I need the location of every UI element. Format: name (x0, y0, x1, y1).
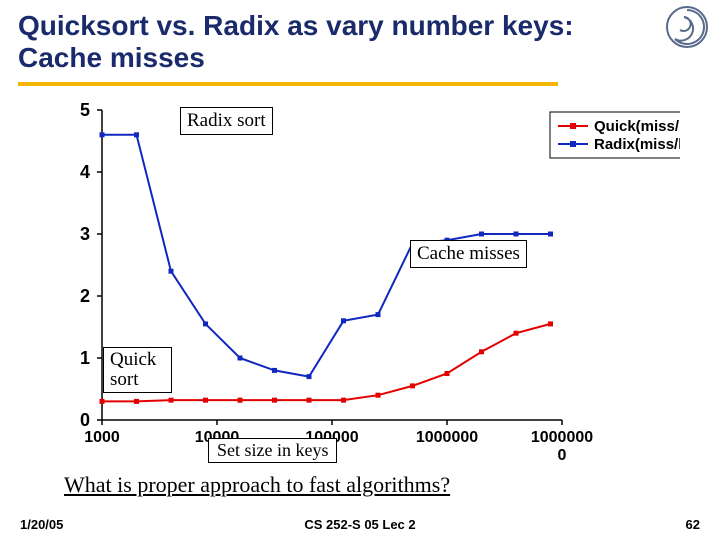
footer-mid: CS 252-S 05 Lec 2 (0, 517, 720, 532)
svg-text:4: 4 (80, 162, 90, 182)
logo-swirl-icon (664, 4, 710, 50)
chart-svg: 012345100010000100000100000010000000Quic… (40, 100, 680, 460)
svg-text:1: 1 (80, 348, 90, 368)
svg-text:0: 0 (80, 410, 90, 430)
title-underline (18, 82, 558, 86)
title-line-1: Quicksort vs. Radix as vary number keys: (18, 10, 574, 41)
svg-text:0: 0 (558, 447, 567, 460)
annotation-cache-misses: Cache misses (410, 240, 527, 268)
annotation-radix: Radix sort (180, 107, 273, 135)
svg-text:Quick(miss/key): Quick(miss/key) (594, 118, 680, 135)
svg-text:3: 3 (80, 224, 90, 244)
svg-text:2: 2 (80, 286, 90, 306)
svg-text:1000: 1000 (84, 429, 120, 446)
svg-text:1000000: 1000000 (416, 429, 478, 446)
chart-area: 012345100010000100000100000010000000Quic… (40, 100, 680, 460)
svg-text:5: 5 (80, 100, 90, 120)
svg-text:Radix(miss/key): Radix(miss/key) (594, 136, 680, 153)
slide-question: What is proper approach to fast algorith… (64, 472, 450, 498)
slide-title: Quicksort vs. Radix as vary number keys:… (18, 10, 702, 74)
annotation-quick: Quick sort (103, 347, 172, 393)
svg-text:1000000: 1000000 (531, 429, 593, 446)
footer-page-number: 62 (686, 517, 700, 532)
x-axis-label-box: Set size in keys (208, 438, 337, 463)
title-line-2: Cache misses (18, 42, 205, 73)
